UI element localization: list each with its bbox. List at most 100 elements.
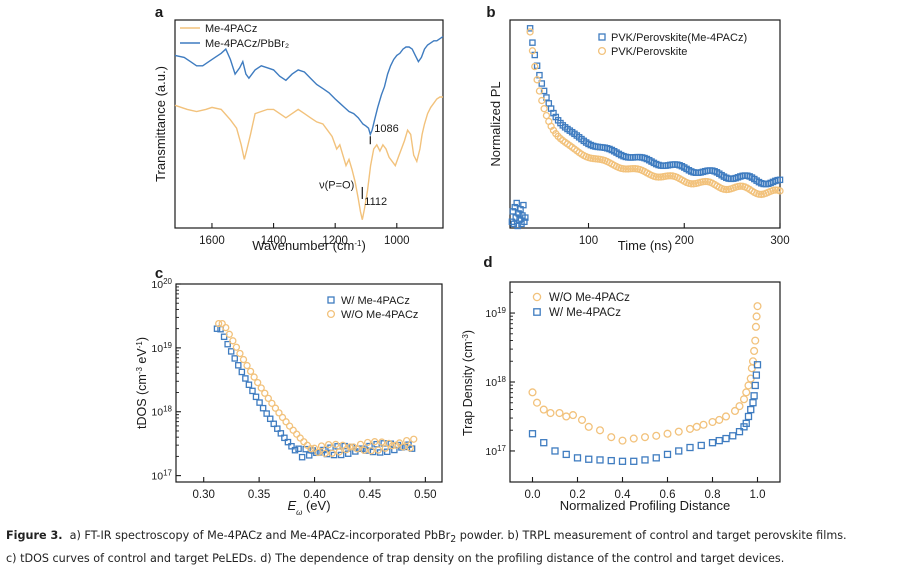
panel-b-point	[771, 186, 779, 194]
panel-a: 1600 1400 1200 1000 Me-4PACz Me-4PACz/PbBr₂ 10…	[174, 19, 444, 247]
panel-c-point	[293, 430, 301, 438]
panel-c-point	[275, 409, 283, 417]
panel-c-point	[231, 355, 238, 362]
panel-c-point	[321, 449, 329, 458]
panel-b-point	[542, 111, 551, 120]
panel-c-point	[263, 410, 270, 417]
panel-c-point	[264, 394, 272, 403]
panel-b-x-tick-label: 300	[770, 235, 789, 247]
panel-d-point	[753, 302, 762, 311]
panel-c-point	[246, 367, 255, 376]
panel-b-legend-label: PVK/Perovskite(Me-4PACz)	[611, 32, 747, 44]
panel-c-y-tick-label: 1019	[151, 340, 172, 355]
panel-a-y-label-part: Transmittance (a.u.)	[153, 66, 168, 182]
panel-b-point	[522, 214, 529, 221]
panel-c-x-tick-label-part: 0.50	[414, 489, 436, 501]
panel-b-x-tick-label: 100	[579, 235, 598, 247]
panel-c-point	[282, 418, 290, 426]
panel-c-x-tick-label: 0.30	[193, 489, 215, 501]
panel-d-point	[708, 417, 717, 427]
panel-c-x-tick-label-part: 0.40	[303, 489, 325, 501]
panel-a-x-label-part: )	[361, 238, 365, 253]
panel-c-y-tick-label-part: 17	[163, 468, 172, 477]
panel-d-x-tick-label: 1.0	[750, 489, 766, 501]
panel-a-x-tick-label-part: 1000	[384, 235, 410, 247]
panel-d-point	[528, 388, 537, 397]
panel-b-point	[619, 165, 628, 173]
panel-a-frame	[174, 19, 444, 229]
panel-d-point	[584, 422, 593, 431]
panel-c-point	[356, 440, 365, 449]
panel-c-point	[268, 399, 276, 407]
panel-d-point	[663, 429, 672, 438]
panel-a-annotation: 1112	[364, 196, 387, 208]
panel-b-point	[533, 76, 541, 84]
panel-a-series-line	[174, 36, 444, 137]
panel-c-point	[295, 445, 302, 453]
panel-d-x-tick-label: 0.8	[705, 489, 721, 501]
panel-c-x-tick-label-part: 0.45	[359, 489, 381, 501]
panel-c-point	[270, 420, 278, 428]
panel-d-x-tick-label-part: 0.2	[570, 489, 586, 501]
panel-d-point	[539, 405, 548, 414]
panel-c-point	[344, 450, 352, 457]
panel-c-point	[242, 375, 249, 382]
panel-a-x-tick-label: 1200	[322, 235, 348, 247]
panel-d-point	[630, 457, 638, 465]
panel-d-y-tick-label: 1018	[485, 375, 506, 390]
panel-d-point	[752, 371, 761, 379]
panel-b-x-label-part: Time (ns)	[618, 238, 672, 253]
panel-d-point	[749, 399, 757, 407]
panel-c-y-tick-label: 1020	[151, 277, 172, 292]
panel-c-point	[330, 451, 338, 459]
panel-d-point	[686, 443, 694, 452]
panel-c-frame	[175, 283, 443, 483]
panel-c-y-tick-label-part: 20	[163, 277, 172, 286]
panel-c-point	[314, 448, 322, 457]
panel-c-point	[285, 422, 294, 430]
panel-d-point	[573, 454, 582, 462]
panel-d-point	[744, 381, 753, 390]
panel-d-point	[747, 405, 755, 414]
panel-d-y-tick-label: 1017	[485, 443, 506, 458]
panel-label-c: c	[155, 265, 163, 282]
panel-c-point	[227, 348, 235, 355]
panel-label-d: d	[483, 254, 492, 271]
panel-c-point	[250, 373, 258, 381]
panel-d-legend-label-part: W/ Me-4PACz	[549, 307, 621, 319]
panel-c-point	[257, 384, 265, 392]
panel-b-point	[538, 96, 546, 105]
panel-a-series-line	[174, 96, 443, 220]
panel-c-y-tick-label-part: 10	[151, 279, 163, 291]
panel-d-point	[692, 422, 701, 431]
panel-c-point	[367, 447, 375, 455]
panel-c-y-tick-label-part: 10	[151, 471, 163, 483]
panel-a-x-tick-label-part: 1200	[322, 235, 348, 247]
panel-b-x-tick-label: 200	[675, 235, 694, 247]
panel-b-point	[540, 105, 548, 113]
panel-c-point	[349, 443, 358, 451]
panel-b: 100 200 300 PVK/Perovskite(Me-4PACz) PVK/Per…	[508, 19, 790, 247]
panel-c-point	[296, 434, 304, 442]
panel-b-x-label: Time (ns)	[618, 238, 672, 253]
panel-a-annotation: ν(P=O)	[319, 179, 354, 191]
panel-d-legend-marker	[532, 292, 542, 302]
panel-c-legend-marker	[327, 296, 335, 304]
panel-a-x-label-part: -1	[354, 239, 362, 248]
panel-d-y-tick-label-part: 10	[485, 446, 497, 458]
panel-a-legend-label-part: Me-4PACz/PbBr₂	[205, 38, 289, 50]
panel-b-point	[776, 187, 784, 195]
panel-a-x-tick-label-part: 1400	[261, 235, 287, 247]
panel-d-y-label: Trap Density (cm-3)	[461, 330, 476, 436]
panel-d-y-tick-label: 1019	[485, 306, 506, 321]
panel-d-y-tick-label-part: 10	[485, 308, 497, 320]
panel-d-point	[640, 433, 650, 442]
caption-label: Figure 3.	[6, 529, 63, 542]
panel-c-point	[335, 448, 343, 456]
panel-c-point	[225, 330, 233, 338]
panel-c-point	[303, 441, 311, 449]
panel-c-x-label-part: E	[287, 498, 296, 513]
panel-d-legend-label-part: W/O Me-4PACz	[549, 292, 630, 304]
